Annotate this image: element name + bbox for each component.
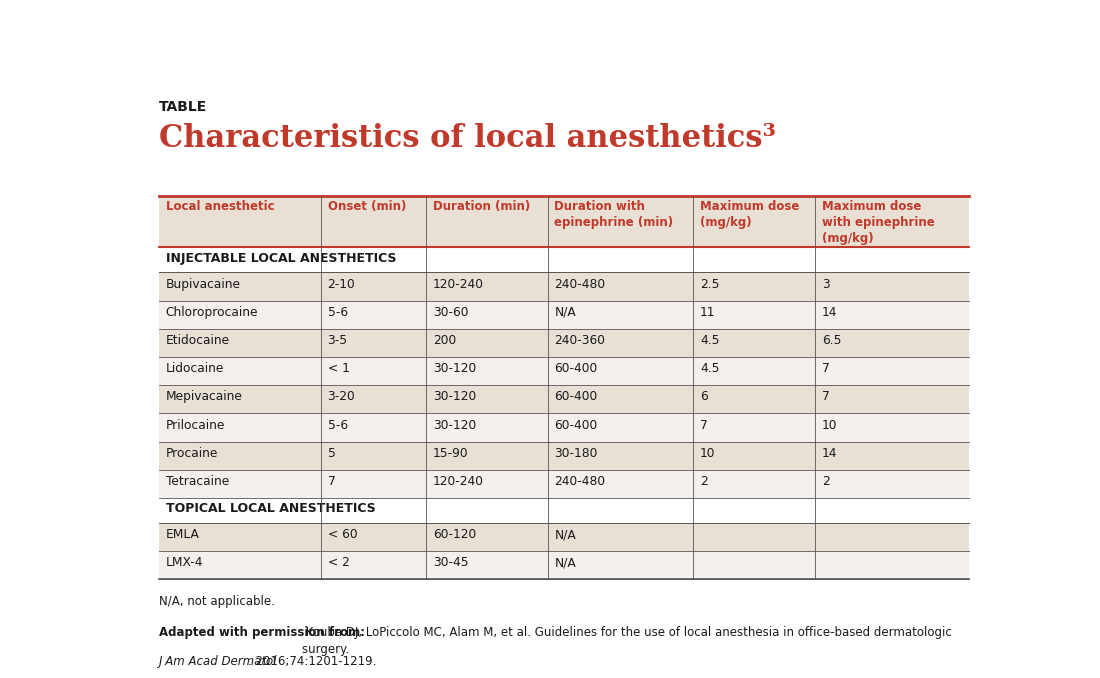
FancyBboxPatch shape [158,551,969,580]
Text: 14: 14 [822,306,837,319]
Text: 2.5: 2.5 [700,278,719,291]
Text: Lidocaine: Lidocaine [166,362,224,375]
Text: 3-20: 3-20 [328,391,355,403]
Text: INJECTABLE LOCAL ANESTHETICS: INJECTABLE LOCAL ANESTHETICS [166,252,396,264]
Text: 240-480: 240-480 [554,278,605,291]
Text: 120-240: 120-240 [433,475,484,488]
Text: 30-45: 30-45 [433,557,469,570]
Text: J Am Acad Dermatol: J Am Acad Dermatol [158,655,277,668]
Text: N/A: N/A [554,528,576,541]
Text: 240-360: 240-360 [554,334,605,347]
Text: Prilocaine: Prilocaine [166,418,226,432]
Text: Chloroprocaine: Chloroprocaine [166,306,258,319]
Text: 7: 7 [822,391,829,403]
Text: N/A: N/A [554,557,576,570]
Text: 7: 7 [822,362,829,375]
Text: < 1: < 1 [328,362,350,375]
Text: 30-180: 30-180 [554,447,597,460]
Text: Adapted with permission from:: Adapted with permission from: [158,626,365,639]
Text: Duration with
epinephrine (min): Duration with epinephrine (min) [554,201,673,229]
Text: Kouba DJ, LoPiccolo MC, Alam M, et al. Guidelines for the use of local anesthesi: Kouba DJ, LoPiccolo MC, Alam M, et al. G… [302,626,952,656]
FancyBboxPatch shape [158,329,969,357]
Text: < 2: < 2 [328,557,350,570]
Text: 6: 6 [700,391,708,403]
FancyBboxPatch shape [158,441,969,470]
Text: 10: 10 [822,418,837,432]
Text: 2: 2 [700,475,708,488]
Text: 200: 200 [433,334,456,347]
FancyBboxPatch shape [158,196,969,247]
Text: N/A, not applicable.: N/A, not applicable. [158,595,275,608]
Text: 15-90: 15-90 [433,447,469,460]
Text: EMLA: EMLA [166,528,199,541]
Text: Etidocaine: Etidocaine [166,334,230,347]
FancyBboxPatch shape [158,300,969,329]
Text: 6.5: 6.5 [822,334,842,347]
FancyBboxPatch shape [158,247,969,273]
Text: 30-120: 30-120 [433,418,476,432]
Text: 4.5: 4.5 [700,362,719,375]
Text: 60-120: 60-120 [433,528,476,541]
Text: Local anesthetic: Local anesthetic [166,201,274,214]
Text: 7: 7 [328,475,336,488]
Text: 2: 2 [822,475,829,488]
Text: 5-6: 5-6 [328,418,348,432]
Text: Duration (min): Duration (min) [433,201,530,214]
Text: 60-400: 60-400 [554,418,597,432]
Text: LMX-4: LMX-4 [166,557,204,570]
Text: TOPICAL LOCAL ANESTHETICS: TOPICAL LOCAL ANESTHETICS [166,502,375,515]
Text: 11: 11 [700,306,716,319]
FancyBboxPatch shape [158,470,969,498]
FancyBboxPatch shape [158,523,969,551]
FancyBboxPatch shape [158,357,969,385]
FancyBboxPatch shape [158,498,969,523]
Text: Maximum dose
(mg/kg): Maximum dose (mg/kg) [700,201,800,229]
Text: 30-120: 30-120 [433,362,476,375]
FancyBboxPatch shape [158,273,969,300]
Text: Tetracaine: Tetracaine [166,475,229,488]
Text: 30-60: 30-60 [433,306,469,319]
Text: 4.5: 4.5 [700,334,719,347]
Text: 60-400: 60-400 [554,362,597,375]
Text: Onset (min): Onset (min) [328,201,406,214]
Text: 5-6: 5-6 [328,306,348,319]
Text: 5: 5 [328,447,336,460]
Text: 10: 10 [700,447,716,460]
Text: TABLE: TABLE [158,100,207,114]
Text: 14: 14 [822,447,837,460]
Text: Bupivacaine: Bupivacaine [166,278,241,291]
Text: 3-5: 3-5 [328,334,348,347]
Text: N/A: N/A [554,306,576,319]
Text: Characteristics of local anesthetics³: Characteristics of local anesthetics³ [158,123,775,154]
Text: 30-120: 30-120 [433,391,476,403]
Text: 3: 3 [822,278,829,291]
Text: 240-480: 240-480 [554,475,605,488]
Text: 7: 7 [700,418,708,432]
Text: < 60: < 60 [328,528,358,541]
Text: . 2016;74:1201-1219.: . 2016;74:1201-1219. [248,655,376,668]
FancyBboxPatch shape [158,414,969,441]
Text: Procaine: Procaine [166,447,218,460]
Text: 60-400: 60-400 [554,391,597,403]
Text: Maximum dose
with epinephrine
(mg/kg): Maximum dose with epinephrine (mg/kg) [822,201,934,245]
FancyBboxPatch shape [158,385,969,414]
Text: 2-10: 2-10 [328,278,355,291]
Text: Mepivacaine: Mepivacaine [166,391,242,403]
Text: 120-240: 120-240 [433,278,484,291]
